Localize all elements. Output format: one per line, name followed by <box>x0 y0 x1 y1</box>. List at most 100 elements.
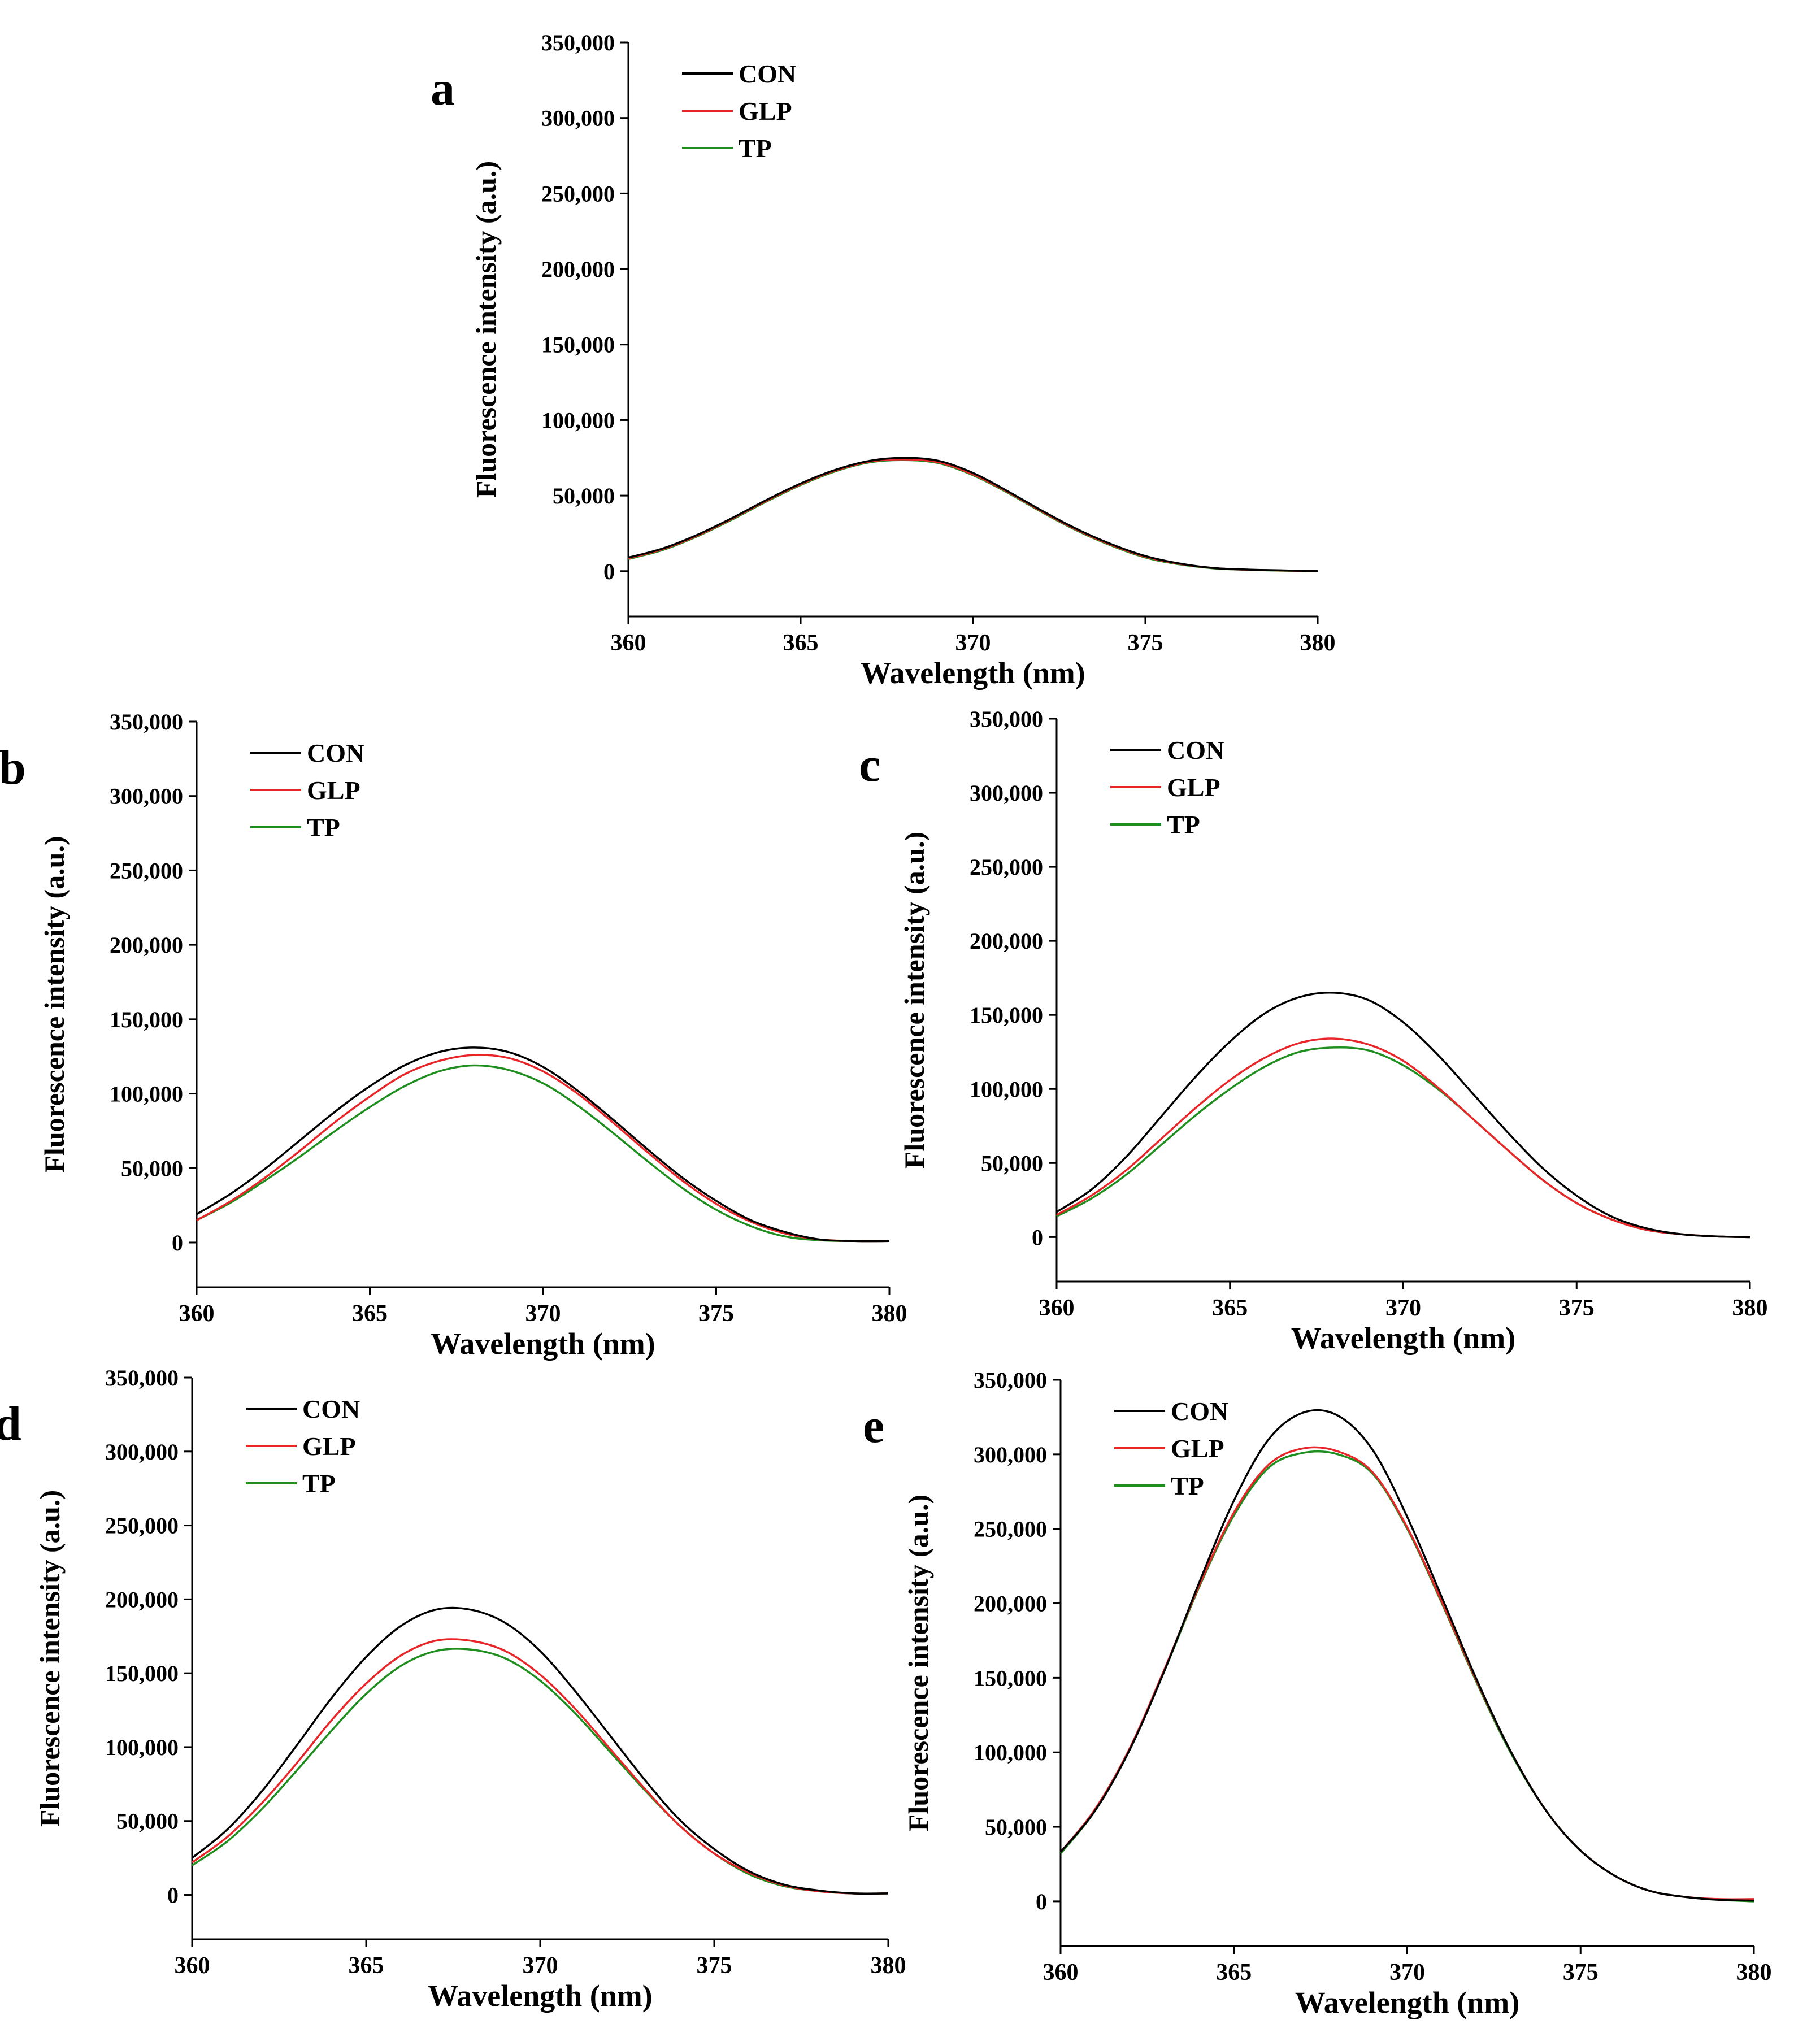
y-tick-label: 200,000 <box>541 257 615 282</box>
x-axis-title: Wavelength (nm) <box>428 1979 653 2013</box>
legend-label-tp: TP <box>302 1469 336 1498</box>
y-tick-label: 0 <box>167 1883 179 1908</box>
y-tick-label: 150,000 <box>105 1661 179 1686</box>
y-tick-label: 50,000 <box>981 1150 1043 1176</box>
series-line-con <box>1056 991 1750 1239</box>
y-tick-label: 250,000 <box>110 858 183 883</box>
y-tick-label: 300,000 <box>970 780 1043 806</box>
x-tick-label: 375 <box>1563 1960 1599 1986</box>
series-line-glp <box>1056 1037 1750 1239</box>
y-tick-label: 350,000 <box>541 30 615 55</box>
panel-d: 0 50,000 100,000 150,000 200,000 250,000 300,0… <box>0 1365 906 2013</box>
y-axis-title: Fluorescence intensity (a.u.) <box>470 161 502 498</box>
y-tick-label: 250,000 <box>974 1517 1047 1542</box>
x-tick-label: 370 <box>1385 1295 1421 1321</box>
panel-e: 0 50,000 100,000 150,000 200,000 250,000 300,0… <box>863 1367 1772 2019</box>
legend-label-glp: GLP <box>1167 773 1220 802</box>
y-axis-title: Fluorescence intensity (a.u.) <box>34 1490 66 1827</box>
series-line-glp <box>196 1054 890 1243</box>
legend-label-tp: TP <box>739 134 772 163</box>
series-line-tp <box>192 1648 889 1895</box>
y-axis-title: Fluorescence intensity (a.u.) <box>898 832 930 1169</box>
series-line-tp <box>196 1064 890 1243</box>
x-tick-label: 360 <box>1043 1960 1079 1986</box>
y-tick-label: 250,000 <box>970 854 1043 880</box>
y-tick-label: 250,000 <box>541 181 615 206</box>
series-line-glp <box>191 1638 889 1895</box>
legend-label-tp: TP <box>307 813 340 842</box>
y-tick-label: 50,000 <box>553 483 615 509</box>
legend-label-glp: GLP <box>1171 1434 1224 1463</box>
series-line-con <box>628 457 1318 572</box>
y-tick-label: 300,000 <box>105 1439 179 1465</box>
legend-label-con: CON <box>307 739 364 767</box>
x-tick-label: 375 <box>697 1953 732 1979</box>
y-tick-label: 150,000 <box>970 1002 1043 1028</box>
y-tick-label: 350,000 <box>105 1365 179 1391</box>
series-line-con <box>196 1046 890 1243</box>
x-tick-label: 360 <box>1039 1295 1075 1321</box>
y-tick-label: 350,000 <box>110 709 183 735</box>
legend-label-glp: GLP <box>302 1432 356 1461</box>
y-tick-label: 100,000 <box>541 407 615 433</box>
y-tick-label: 0 <box>603 559 615 584</box>
legend-label-tp: TP <box>1167 810 1200 839</box>
panel-label: d <box>0 1396 21 1450</box>
legend-label-con: CON <box>739 59 796 88</box>
y-tick-label: 0 <box>172 1230 183 1256</box>
y-tick-label: 350,000 <box>970 706 1043 732</box>
x-tick-label: 380 <box>1732 1295 1768 1321</box>
legend-label-con: CON <box>302 1395 360 1423</box>
y-tick-label: 100,000 <box>974 1740 1047 1765</box>
x-tick-label: 375 <box>698 1301 734 1327</box>
y-tick-label: 50,000 <box>121 1156 183 1181</box>
y-tick-label: 50,000 <box>116 1809 179 1834</box>
legend-label-glp: GLP <box>739 97 792 125</box>
x-tick-label: 375 <box>1559 1295 1595 1321</box>
y-tick-label: 350,000 <box>974 1367 1047 1393</box>
x-tick-label: 380 <box>871 1953 906 1979</box>
x-tick-label: 365 <box>1216 1960 1252 1986</box>
y-tick-label: 150,000 <box>110 1007 183 1032</box>
x-tick-label: 370 <box>525 1301 561 1327</box>
y-axis-title: Fluorescence intensity (a.u.) <box>902 1495 934 1831</box>
x-axis-title: Wavelength (nm) <box>1291 1321 1516 1355</box>
panel-label: e <box>863 1398 884 1453</box>
series-line-con <box>1059 1409 1754 1902</box>
legend-label-con: CON <box>1167 736 1224 765</box>
series-line-tp <box>1056 1046 1750 1239</box>
x-tick-label: 370 <box>955 630 991 656</box>
x-axis-title: Wavelength (nm) <box>861 656 1085 690</box>
y-tick-label: 200,000 <box>105 1587 179 1612</box>
x-tick-label: 360 <box>611 630 646 656</box>
y-tick-label: 200,000 <box>974 1591 1047 1617</box>
series-line-con <box>191 1606 889 1895</box>
series-line-tp <box>628 459 1318 572</box>
x-tick-label: 380 <box>872 1301 907 1327</box>
panel-c: 0 50,000 100,000 150,000 200,000 250,000 300,0… <box>859 706 1768 1355</box>
x-tick-label: 360 <box>175 1953 210 1979</box>
y-tick-label: 300,000 <box>974 1442 1047 1467</box>
panel-a: 0 50,000 100,000 150,000 200,000 250,000 300,0… <box>431 30 1336 690</box>
y-tick-label: 50,000 <box>985 1814 1047 1840</box>
legend-label-glp: GLP <box>307 776 360 805</box>
y-tick-label: 100,000 <box>105 1735 179 1760</box>
x-tick-label: 365 <box>1212 1295 1248 1321</box>
y-tick-label: 100,000 <box>110 1082 183 1107</box>
y-tick-label: 0 <box>1032 1224 1043 1250</box>
y-tick-label: 0 <box>1036 1889 1047 1914</box>
x-tick-label: 380 <box>1300 630 1336 656</box>
y-tick-label: 300,000 <box>541 106 615 131</box>
x-tick-label: 370 <box>1389 1960 1425 1986</box>
x-tick-label: 365 <box>352 1301 388 1327</box>
y-tick-label: 250,000 <box>105 1513 179 1539</box>
panel-b: 0 50,000 100,000 150,000 200,000 250,000 300,0… <box>0 709 907 1361</box>
legend-label-tp: TP <box>1171 1471 1204 1500</box>
x-tick-label: 365 <box>349 1953 384 1979</box>
y-tick-label: 200,000 <box>970 928 1043 954</box>
y-tick-label: 150,000 <box>974 1665 1047 1691</box>
panel-label: a <box>431 61 455 115</box>
x-tick-label: 380 <box>1736 1960 1772 1986</box>
legend-label-con: CON <box>1171 1397 1228 1426</box>
